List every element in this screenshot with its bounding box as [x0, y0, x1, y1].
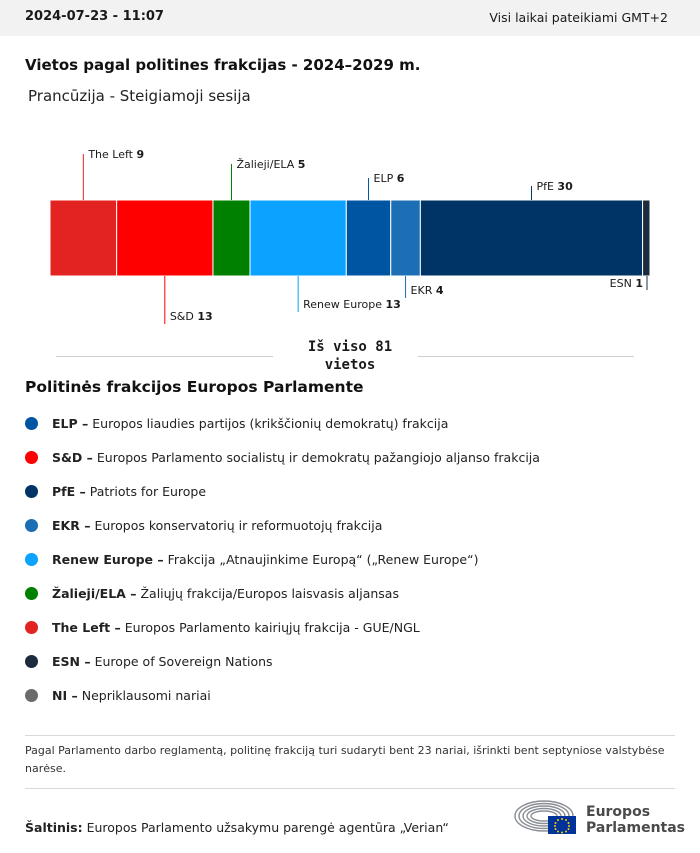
logo-line-2: Parlamentas	[586, 820, 686, 836]
color-dot-icon	[25, 620, 38, 634]
logo-wordmark: Europos Parlamentas	[586, 804, 685, 836]
color-dot-icon	[25, 586, 38, 600]
segment-name: Žalieji/ELA	[236, 158, 297, 171]
segment-name: The Left	[87, 148, 136, 161]
legend-item: NI – Nepriklausomi nariai	[25, 678, 685, 712]
total-divider-left	[56, 356, 273, 357]
legend-desc: Europe of Sovereign Nations	[94, 653, 273, 669]
total-seats-line-2: vietos	[324, 357, 376, 373]
chart-subtitle: Prancūzija - Steigiamoji sesija	[28, 87, 251, 105]
segment-name: EKR	[411, 284, 436, 297]
color-dot-icon	[25, 450, 38, 464]
chart-title: Vietos pagal politines frakcijas - 2024–…	[25, 56, 421, 74]
color-dot-icon	[25, 654, 38, 668]
legend-abbr: The Left –	[52, 619, 121, 635]
legend-abbr: S&D –	[52, 449, 93, 465]
color-dot-icon	[25, 518, 38, 532]
segment-label: ELP 6	[374, 172, 405, 185]
legend-item: EKR – Europos konservatorių ir reformuoto…	[25, 508, 685, 542]
legend-abbr: ELP –	[52, 415, 89, 431]
color-dot-icon	[25, 484, 38, 498]
segment-name: Renew Europe	[303, 298, 385, 311]
segment-value: 1	[635, 277, 643, 290]
segment-name: PfE	[536, 180, 557, 193]
bar-segment	[249, 199, 347, 277]
logo-line-1: Europos	[586, 804, 651, 820]
bar-segment	[116, 199, 214, 277]
legend-desc: Žaliųjų frakcija/Europos laisvasis aljan…	[140, 585, 399, 601]
legend-desc: Frakcija „Atnaujinkime Europą“ („Renew E…	[167, 551, 479, 567]
seat-distribution-chart: The Left 9 S&D 13 Žalieji/ELA 5 Renew Europ…	[49, 148, 651, 324]
segment-name: ELP	[374, 172, 397, 185]
bar-segment	[345, 199, 392, 277]
segment-value: 30	[557, 180, 573, 193]
color-dot-icon	[25, 416, 38, 430]
source-line: Šaltinis: Europos Parlamento užsakymu pa…	[25, 820, 449, 835]
legend-abbr: Renew Europe –	[52, 551, 164, 567]
segment-value: 13	[197, 310, 212, 323]
legend-item: PfE – Patriots for Europe	[25, 474, 685, 508]
segment-value: 4	[436, 284, 444, 297]
legend-desc: Patriots for Europe	[89, 483, 207, 499]
segment-label: Žalieji/ELA 5	[236, 158, 305, 171]
legend-abbr: Žalieji/ELA –	[52, 585, 137, 601]
legend-abbr: PfE –	[52, 483, 86, 499]
legend-item: Renew Europe – Frakcija „Atnaujinkime Eur…	[25, 542, 685, 576]
bar-segment	[642, 199, 651, 277]
source-text: Europos Parlamento užsakymu parengė agen…	[82, 820, 449, 835]
top-bar: 2024-07-23 - 11:07 Visi laikai pateikiam…	[0, 0, 700, 36]
legend-item: S&D – Europos Parlamento socialistų ir de…	[25, 440, 685, 474]
segment-label: EKR 4	[411, 284, 444, 297]
legend-desc: Europos konservatorių ir reformuotojų fr…	[94, 517, 383, 533]
legend-abbr: ESN –	[52, 653, 91, 669]
segment-value: 6	[397, 172, 405, 185]
source-label: Šaltinis:	[25, 820, 83, 835]
legend-desc: Europos Parlamento socialistų ir demokra…	[96, 449, 540, 465]
bar-segment	[212, 199, 251, 277]
footnote: Pagal Parlamento darbo reglamentą, polit…	[25, 744, 665, 775]
segment-label: PfE 30	[536, 180, 573, 193]
timezone-note: Visi laikai pateikiami GMT+2	[489, 10, 668, 25]
total-seats-line-1: Iš viso 81	[307, 339, 393, 355]
legend-item: Žalieji/ELA – Žaliųjų frakcija/Europos la…	[25, 576, 685, 610]
segment-value: 9	[136, 148, 144, 161]
bar-segment	[49, 199, 118, 277]
european-parliament-logo[interactable]: Europos Parlamentas	[514, 796, 685, 840]
segment-name: S&D	[170, 310, 198, 323]
total-divider-right	[418, 356, 634, 357]
color-dot-icon	[25, 688, 38, 702]
parliament-emblem-icon	[514, 800, 576, 834]
color-dot-icon	[25, 552, 38, 566]
legend-item: ESN – Europe of Sovereign Nations	[25, 644, 685, 678]
divider-bottom	[25, 788, 675, 789]
divider-top	[25, 735, 675, 736]
segment-label: ESN 1	[610, 277, 643, 290]
segment-label: S&D 13	[170, 310, 213, 323]
legend-abbr: NI –	[52, 687, 78, 703]
legend-desc: Europos Parlamento kairiųjų frakcija - G…	[124, 619, 420, 635]
legend-desc: Nepriklausomi nariai	[81, 687, 211, 703]
legend-item: ELP – Europos liaudies partijos (krikščio…	[25, 406, 685, 440]
group-legend: ELP – Europos liaudies partijos (krikščio…	[25, 406, 685, 712]
legend-abbr: EKR –	[52, 517, 91, 533]
segment-value: 13	[385, 298, 400, 311]
segment-value: 5	[298, 158, 306, 171]
bar-segment	[419, 199, 644, 277]
segment-label: Renew Europe 13	[303, 298, 401, 311]
legend-desc: Europos liaudies partijos (krikščionių d…	[92, 415, 449, 431]
legend-title: Politinės frakcijos Europos Parlamente	[25, 378, 364, 396]
total-seats-label: Iš viso 81 vietos	[290, 338, 410, 374]
segment-label: The Left 9	[87, 148, 144, 161]
segment-name: ESN	[610, 277, 636, 290]
legend-item: The Left – Europos Parlamento kairiųjų fr…	[25, 610, 685, 644]
timestamp: 2024-07-23 - 11:07	[25, 9, 164, 24]
bar-segment	[390, 199, 421, 277]
